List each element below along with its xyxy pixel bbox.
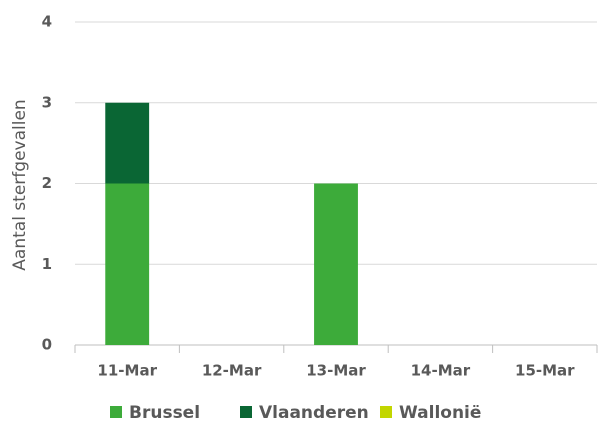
legend-swatch <box>240 406 252 418</box>
x-tick-label: 11-Mar <box>97 362 157 380</box>
legend-label: Wallonië <box>399 403 481 423</box>
legend-label: Brussel <box>129 403 200 423</box>
y-tick-label: 1 <box>42 255 52 273</box>
bar-segment <box>105 183 150 345</box>
legend-swatch <box>110 406 122 418</box>
legend-swatch <box>380 406 392 418</box>
y-tick-label: 0 <box>42 336 52 354</box>
bar-segment <box>105 102 150 184</box>
y-tick-label: 2 <box>42 174 52 192</box>
y-tick-label: 3 <box>42 93 52 111</box>
x-tick-label: 13-Mar <box>306 362 366 380</box>
x-tick-label: 12-Mar <box>202 362 262 380</box>
x-tick-label: 15-Mar <box>515 362 575 380</box>
bar-segment <box>314 183 358 345</box>
x-tick-label: 14-Mar <box>411 362 471 380</box>
y-axis-title: Aantal sterfgevallen <box>10 99 30 270</box>
y-tick-label: 4 <box>42 13 52 31</box>
legend-label: Vlaanderen <box>259 403 369 423</box>
